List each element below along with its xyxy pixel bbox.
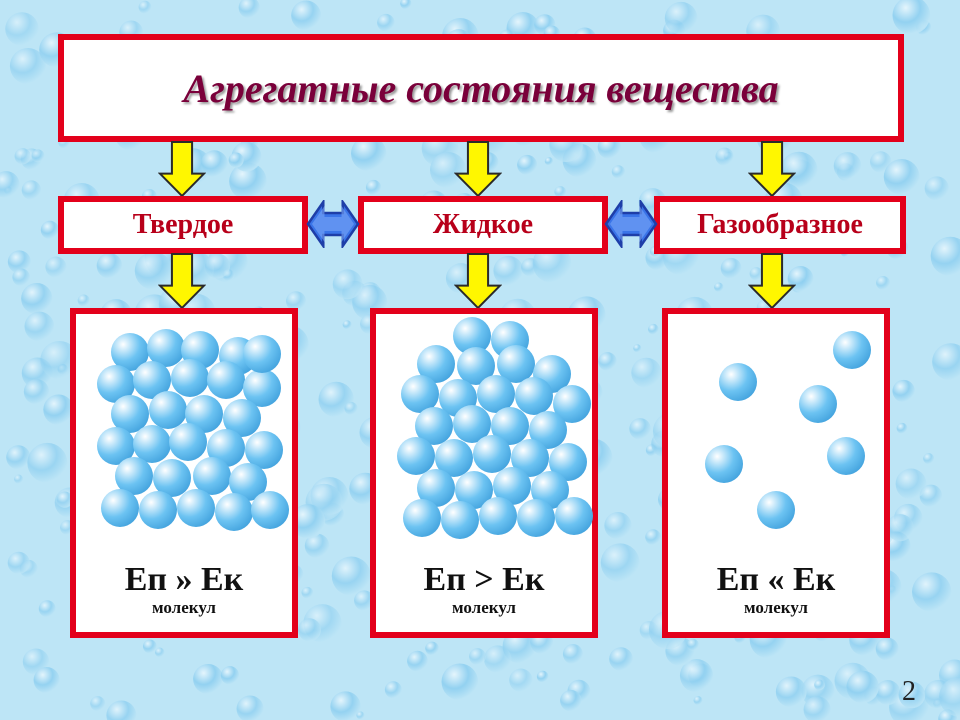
state-label-liquid: Жидкое [433, 209, 533, 241]
molecule-sphere [705, 445, 743, 483]
molecules-liquid [376, 314, 592, 562]
formula-sub-liquid: молекул [452, 598, 516, 618]
molecule-sphere [555, 497, 593, 535]
molecule-sphere [757, 491, 795, 529]
formula-liquid: Еп > Ек [424, 562, 545, 598]
formula-sub-gas: молекул [744, 598, 808, 618]
molecule-sphere [833, 331, 871, 369]
molecule-sphere [177, 489, 215, 527]
panel-gas: Еп « Ек молекул [662, 308, 890, 638]
panel-liquid: Еп > Ек молекул [370, 308, 598, 638]
molecule-sphere [101, 489, 139, 527]
arrow-down-2 [454, 140, 502, 198]
title-text: Агрегатные состояния вещества [183, 65, 778, 112]
arrow-bidir-1 [306, 200, 360, 248]
arrow-down-1 [158, 140, 206, 198]
formula-gas: Еп « Ек [717, 562, 836, 598]
molecule-sphere [517, 499, 555, 537]
molecule-sphere [251, 491, 289, 529]
molecules-gas [668, 314, 884, 562]
state-label-gas: Газообразное [697, 209, 863, 241]
molecule-sphere [479, 497, 517, 535]
molecules-solid [76, 314, 292, 562]
molecule-sphere [827, 437, 865, 475]
molecule-sphere [169, 423, 207, 461]
title-box: Агрегатные состояния вещества [58, 34, 904, 142]
molecule-sphere [441, 501, 479, 539]
molecule-sphere [139, 491, 177, 529]
slide-content: Агрегатные состояния вещества Твердое Жи… [0, 0, 960, 720]
molecule-sphere [243, 335, 281, 373]
state-label-solid: Твердое [133, 209, 234, 241]
state-box-liquid: Жидкое [358, 196, 608, 254]
arrow-down-6 [748, 252, 796, 310]
arrow-down-5 [454, 252, 502, 310]
molecule-sphere [215, 493, 253, 531]
formula-solid: Еп » Ек [125, 562, 244, 598]
page-number: 2 [902, 676, 916, 708]
state-box-gas: Газообразное [654, 196, 906, 254]
molecule-sphere [171, 359, 209, 397]
formula-sub-solid: молекул [152, 598, 216, 618]
molecule-sphere [207, 361, 245, 399]
molecule-sphere [799, 385, 837, 423]
arrow-bidir-2 [604, 200, 658, 248]
molecule-sphere [403, 499, 441, 537]
arrow-down-3 [748, 140, 796, 198]
state-box-solid: Твердое [58, 196, 308, 254]
panel-solid: Еп » Ек молекул [70, 308, 298, 638]
molecule-sphere [719, 363, 757, 401]
arrow-down-4 [158, 252, 206, 310]
